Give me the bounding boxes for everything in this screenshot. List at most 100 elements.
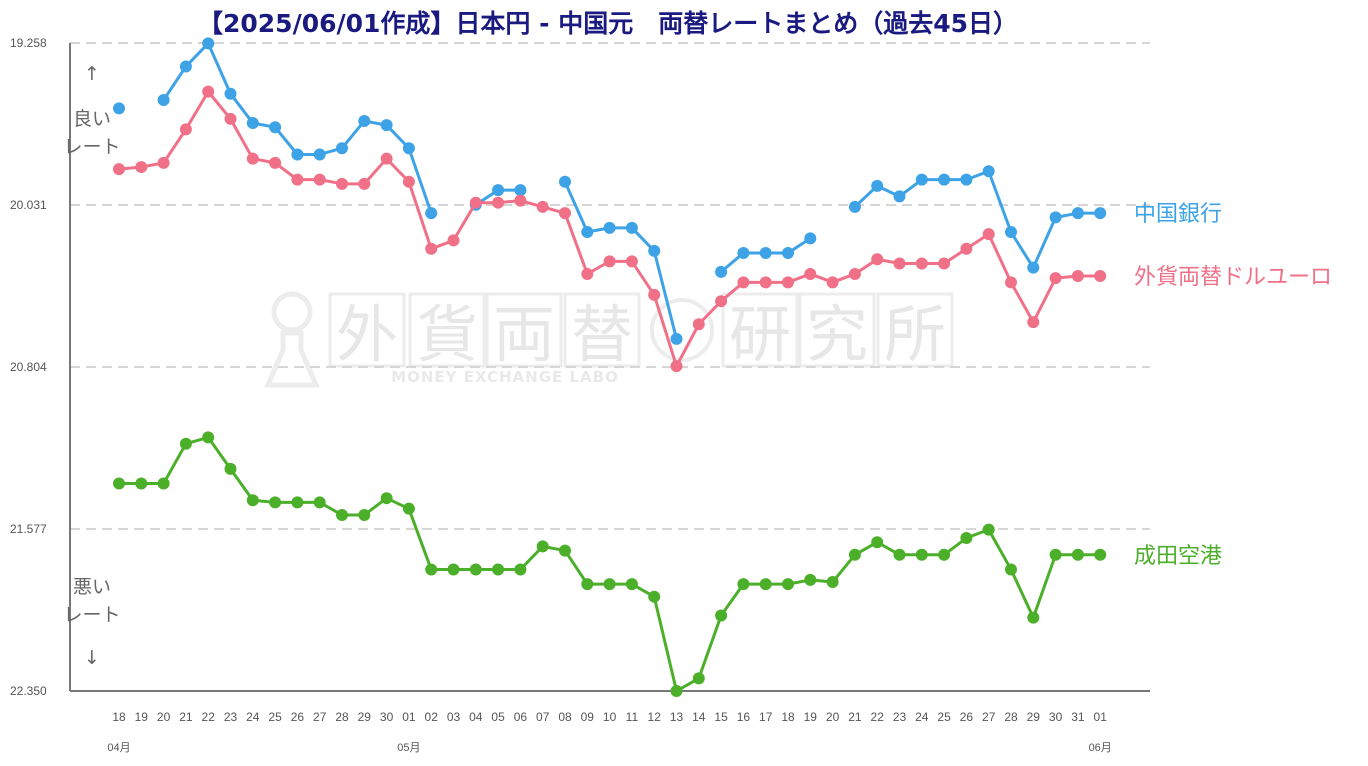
month-label: 04月 <box>107 742 130 754</box>
data-point <box>514 563 527 576</box>
data-point <box>848 267 861 280</box>
x-tick-label: 28 <box>335 710 349 724</box>
data-point <box>938 173 951 186</box>
y-tick-label: 20.031 <box>10 198 47 212</box>
axes <box>69 43 1150 692</box>
x-tick-label: 27 <box>982 710 996 724</box>
x-tick-label: 22 <box>202 710 216 724</box>
series-label: 中国銀行 <box>1134 202 1222 227</box>
data-point <box>402 502 415 515</box>
data-point <box>157 156 170 169</box>
good-rate-label: レート <box>63 136 120 158</box>
data-point <box>202 431 215 444</box>
y-tick-label: 22.350 <box>10 684 47 698</box>
x-tick-label: 26 <box>960 710 974 724</box>
x-tick-label: 10 <box>603 710 617 724</box>
data-point <box>1005 226 1017 239</box>
data-point <box>336 508 348 521</box>
y-tick-label: 21.577 <box>10 522 47 536</box>
data-point <box>1005 563 1017 576</box>
watermark-emblem <box>650 298 714 362</box>
x-tick-label: 20 <box>826 710 840 724</box>
data-point <box>559 207 571 220</box>
data-point <box>269 496 282 509</box>
watermark-box <box>798 292 876 368</box>
data-point <box>135 161 148 174</box>
data-point <box>179 437 192 450</box>
data-point <box>469 563 482 576</box>
data-point <box>804 573 817 586</box>
bad-rate-label: レート <box>63 604 120 626</box>
watermark-char: 外 <box>336 298 398 371</box>
data-point <box>759 246 772 259</box>
gridlines <box>70 42 1150 530</box>
data-point <box>625 221 638 234</box>
data-point <box>960 532 973 545</box>
data-point <box>492 563 505 576</box>
x-tick-label: 25 <box>268 710 282 724</box>
data-point <box>336 177 348 190</box>
data-point <box>915 548 928 561</box>
data-point <box>246 494 259 507</box>
data-point <box>1049 211 1062 224</box>
x-tick-label: 30 <box>1049 710 1063 724</box>
watermark-flask-icon <box>271 291 313 333</box>
data-point <box>603 221 616 234</box>
data-point <box>402 142 415 155</box>
x-tick-label: 18 <box>112 710 126 724</box>
x-tick-label: 23 <box>893 710 907 724</box>
month-label: 06月 <box>1089 742 1112 754</box>
x-tick-label: 19 <box>804 710 818 724</box>
data-point <box>915 257 928 270</box>
data-point <box>715 265 728 278</box>
data-point <box>1071 548 1084 561</box>
month-labels: 04月 05月 06月 <box>107 742 1111 754</box>
data-point <box>1049 548 1062 561</box>
x-tick-label: 25 <box>937 710 951 724</box>
data-point <box>782 276 794 289</box>
data-point <box>224 87 237 100</box>
chart-title: 【2025/06/01作成】日本円 - 中国元 両替レートまとめ（過去45日） <box>198 9 1018 38</box>
data-point <box>269 121 282 134</box>
up-arrow: ↑ <box>84 63 100 85</box>
data-point <box>380 119 393 132</box>
data-point <box>269 156 282 169</box>
data-point <box>113 102 125 115</box>
x-tick-label: 30 <box>380 710 394 724</box>
data-point <box>469 196 482 209</box>
data-point <box>670 685 683 697</box>
data-point <box>982 228 995 241</box>
data-point <box>514 194 527 207</box>
data-point <box>536 200 549 213</box>
x-tick-label: 20 <box>157 710 171 724</box>
x-tick-label: 02 <box>425 710 439 724</box>
data-point <box>893 257 906 270</box>
watermark-char: 所 <box>884 298 946 371</box>
data-point <box>559 544 571 557</box>
data-point <box>759 578 772 591</box>
data-point <box>581 578 594 591</box>
data-point <box>737 578 750 591</box>
data-point <box>425 207 438 220</box>
series-label: 外貨両替ドルユーロ <box>1134 265 1332 290</box>
watermark-subtitle: MONEY EXCHANGE LABO <box>391 368 619 386</box>
data-point <box>848 200 861 213</box>
x-tick-label: 31 <box>1071 710 1085 724</box>
data-point <box>1049 272 1062 285</box>
watermark-char: 究 <box>806 298 868 371</box>
data-point <box>737 276 750 289</box>
series-line <box>853 169 1101 270</box>
x-tick-label: 11 <box>626 710 639 724</box>
data-point <box>648 288 661 301</box>
data-point <box>1071 207 1084 220</box>
data-point <box>246 152 259 165</box>
x-tick-label: 29 <box>1027 710 1041 724</box>
data-point <box>202 37 215 50</box>
data-point <box>224 112 237 125</box>
data-point <box>380 152 393 165</box>
x-tick-label: 01 <box>402 710 416 724</box>
data-point <box>135 477 148 490</box>
x-tick-label: 18 <box>781 710 795 724</box>
data-point <box>313 148 326 161</box>
